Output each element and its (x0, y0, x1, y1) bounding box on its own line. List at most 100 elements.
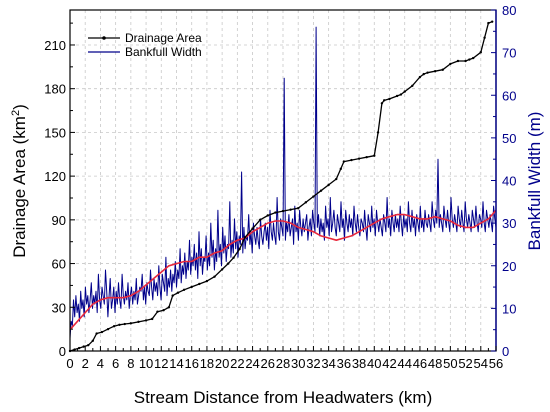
series-layer (68, 20, 497, 353)
x-tick-label: 26 (261, 356, 275, 371)
y-tick-label-left: 150 (44, 125, 66, 140)
y-tick-label-left: 210 (44, 38, 66, 53)
series-point-drainage-area (91, 339, 95, 342)
series-point-drainage-area (449, 62, 452, 66)
y-axis-title-left-main: Drainage Area (km (10, 116, 29, 258)
series-point-drainage-area (335, 177, 338, 181)
series-point-drainage-area (426, 71, 429, 74)
series-point-drainage-area (357, 157, 361, 160)
series-point-drainage-area (100, 330, 104, 334)
y-axis-title-left: Drainage Area (km2) (10, 104, 29, 258)
series-point-drainage-area (490, 20, 494, 23)
y-tick-label-right: 0 (502, 344, 509, 359)
series-point-drainage-area (106, 327, 110, 331)
series-point-drainage-area (289, 208, 292, 211)
y-tick-label-left: 90 (52, 213, 66, 228)
series-point-drainage-area (339, 167, 343, 171)
x-tick-label: 48 (428, 356, 442, 371)
y-axis-title-right: Bankfull Width (m) (525, 112, 544, 251)
series-point-drainage-area (479, 51, 482, 54)
series-point-drainage-area (441, 68, 444, 71)
x-tick-label: 52 (458, 356, 472, 371)
series-point-drainage-area (319, 189, 323, 192)
x-tick-label: 4 (97, 356, 104, 371)
series-point-drainage-area (176, 291, 180, 294)
x-tick-label: 32 (306, 356, 320, 371)
series-point-drainage-area (162, 308, 165, 312)
series-point-drainage-area (422, 72, 425, 76)
series-point-drainage-area (251, 227, 254, 230)
x-tick-label: 44 (397, 356, 411, 371)
series-point-drainage-area (220, 268, 224, 271)
y-tick-label-right: 50 (502, 131, 516, 146)
series-point-drainage-area (464, 59, 467, 63)
left-axis-ticks: 0 30 60 90 120 150 180 210 (44, 22, 75, 359)
series-point-drainage-area (266, 214, 269, 217)
y-tick-label-right: 80 (502, 3, 516, 18)
series-point-drainage-area (380, 102, 384, 105)
y-tick-label-left: 30 (52, 300, 66, 315)
x-tick-label: 50 (443, 356, 457, 371)
x-tick-label: 56 (489, 356, 503, 371)
series-point-drainage-area (205, 279, 209, 283)
x-tick-label: 12 (154, 356, 168, 371)
x-tick-label: 20 (215, 356, 229, 371)
series-point-drainage-area (198, 282, 201, 286)
series-point-drainage-area (190, 285, 193, 289)
series-point-drainage-area (382, 99, 386, 102)
y-tick-label-right: 10 (502, 301, 516, 316)
x-tick-label: 54 (474, 356, 488, 371)
series-point-drainage-area (137, 320, 140, 324)
x-tick-label: 38 (352, 356, 366, 371)
x-tick-label: 0 (66, 356, 73, 371)
y-tick-label-right: 60 (502, 88, 516, 103)
y-tick-label-right: 70 (502, 46, 516, 61)
series-point-drainage-area (304, 201, 308, 204)
y-axis-title-left-sup: 2 (10, 110, 22, 116)
series-point-drainage-area (395, 94, 399, 98)
series-point-drainage-area (274, 211, 277, 214)
series-point-drainage-area (373, 154, 376, 157)
x-tick-label: 36 (337, 356, 351, 371)
series-point-drainage-area (258, 218, 262, 222)
series-point-drainage-area (238, 247, 241, 251)
x-tick-label: 34 (321, 356, 335, 371)
series-point-drainage-area (471, 56, 475, 60)
y-tick-label-left: 0 (59, 344, 66, 359)
series-point-drainage-area (232, 256, 235, 259)
series-point-drainage-area (112, 325, 116, 328)
x-tick-label: 22 (230, 356, 244, 371)
y-tick-label-right: 20 (502, 259, 516, 274)
series-point-drainage-area (365, 155, 368, 159)
y-tick-label-left: 120 (44, 169, 66, 184)
series-point-drainage-area (433, 70, 437, 73)
series-point-drainage-area (171, 294, 174, 297)
series-point-drainage-area (182, 288, 186, 291)
series-point-drainage-area (150, 317, 154, 321)
series-point-drainage-area (73, 348, 76, 351)
series-point-drainage-area (350, 158, 353, 162)
x-tick-label: 46 (413, 356, 427, 371)
x-tick-label: 40 (367, 356, 381, 371)
series-point-drainage-area (144, 319, 148, 322)
series-point-drainage-area (312, 195, 315, 198)
x-tick-label: 8 (127, 356, 134, 371)
series-point-drainage-area (118, 323, 121, 326)
legend-label-bankfull-width: Bankfull Width (125, 45, 202, 59)
series-point-drainage-area (243, 236, 247, 239)
x-tick-label: 14 (169, 356, 183, 371)
x-tick-label: 6 (112, 356, 119, 371)
right-axis-ticks: 0 10 20 30 40 50 60 70 80 (491, 3, 516, 359)
x-tick-label: 16 (184, 356, 198, 371)
series-point-drainage-area (213, 275, 216, 278)
y-tick-label-right: 40 (502, 174, 516, 189)
series-point-drainage-area (129, 322, 133, 325)
x-tick-label: 10 (139, 356, 153, 371)
series-point-drainage-area (167, 306, 171, 309)
x-tick-label: 28 (276, 356, 290, 371)
series-point-drainage-area (87, 343, 90, 347)
y-tick-label-left: 180 (44, 82, 66, 97)
legend: Drainage Area Bankfull Width (88, 31, 202, 59)
series-point-drainage-area (483, 36, 486, 39)
